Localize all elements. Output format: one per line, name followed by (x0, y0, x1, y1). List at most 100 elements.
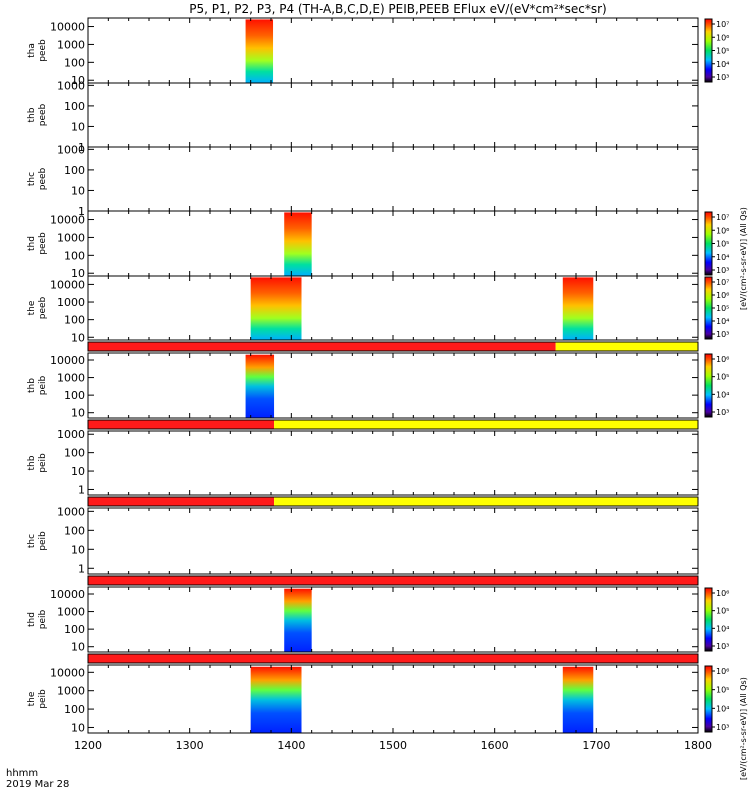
y-tick-label: 1000 (57, 143, 85, 156)
y-tick-label: 1000 (57, 606, 85, 619)
panel-frame-tha_peeb (87, 17, 699, 84)
panel-frame-thd_peeb (87, 210, 699, 277)
y-tick-label: 100 (64, 56, 85, 69)
y-tick-label: 10 (71, 331, 85, 344)
y-tick-label: 10 (71, 120, 85, 133)
y-tick-label: 10 (71, 74, 85, 87)
y-tick-label: 10000 (50, 214, 85, 227)
y-tick-label: 100 (64, 623, 85, 636)
y-tick-label: 1000 (57, 428, 85, 441)
y-tick-label: 1 (78, 205, 85, 218)
y-tick-label: 1000 (57, 372, 85, 385)
panel-frame-thb_peeb (87, 82, 699, 148)
panel-label-probe: thd (27, 236, 37, 251)
x-tick-label: 1300 (176, 739, 204, 752)
colorbar-label: 10⁷ (716, 213, 729, 222)
y-tick-label: 100 (64, 100, 85, 113)
colorbar-label: 10⁴ (716, 317, 729, 326)
y-tick-label: 1000 (57, 505, 85, 518)
y-tick-label: 10000 (50, 21, 85, 34)
flag-bar-segment-0-0 (88, 342, 556, 351)
spectrogram-block-the_peeb-1 (562, 277, 594, 340)
y-tick-label: 10 (71, 184, 85, 197)
flag-bar-frame (87, 419, 699, 430)
panel-frame-thb_peib (87, 352, 699, 419)
colorbar-label: 10⁶ (716, 589, 729, 598)
flag-bar-segment-0-1 (555, 342, 698, 351)
spectrogram-block-thd_peib-0 (284, 588, 312, 652)
colorbar-label: 10⁵ (716, 304, 729, 313)
panel-label-probe: thb (27, 107, 37, 122)
colorbar-label: 10⁵ (716, 47, 729, 56)
x-tick-label: 1200 (74, 739, 102, 752)
colorbar-thd_peeb (704, 211, 713, 276)
y-tick-label: 10 (71, 267, 85, 280)
spectrogram-block-tha_peeb-0 (245, 19, 274, 83)
colorbar-label: 10⁵ (716, 373, 729, 382)
panel-label-product: peib (38, 531, 48, 551)
x-axis-label-hhmm: hhmm (6, 768, 38, 779)
colorbar-label: 10⁶ (716, 355, 729, 364)
x-tick-label: 1700 (582, 739, 610, 752)
panel-frame-thd_peib (87, 586, 699, 653)
colorbar-label: 10⁶ (716, 33, 729, 42)
panel-label-probe: tha (27, 43, 37, 58)
spectrogram-block-thd_peeb-0 (284, 212, 312, 276)
colorbar-label: 10³ (716, 408, 729, 417)
colorbar-label: 10⁴ (716, 253, 729, 262)
x-tick-label: 1500 (379, 739, 407, 752)
y-tick-label: 100 (64, 447, 85, 460)
panel-label-product: peib (38, 609, 48, 629)
colorbar-label: 10⁶ (716, 226, 729, 235)
y-tick-label: 1000 (57, 685, 85, 698)
flag-bar-segment-3-0 (88, 576, 698, 585)
flag-bar-segment-2-0 (88, 497, 275, 506)
colorbar-label: 10³ (716, 642, 729, 651)
unit-label-top: [eV/(cm²-s-sr-eV)] (All Qs) (739, 207, 748, 310)
colorbar-label: 10⁶ (716, 291, 729, 300)
x-tick-label: 1600 (481, 739, 509, 752)
colorbar-label: 10⁷ (716, 20, 729, 29)
flag-bar-frame (87, 341, 699, 352)
colorbar-label: 10³ (716, 330, 729, 339)
flag-bar-segment-2-1 (274, 497, 698, 506)
y-tick-label: 100 (64, 164, 85, 177)
colorbar-label: 10⁴ (716, 704, 729, 713)
y-tick-label: 100 (64, 703, 85, 716)
y-tick-label: 10000 (50, 588, 85, 601)
panel-label-product: peeb (38, 232, 48, 255)
y-tick-label: 1000 (57, 79, 85, 92)
unit-label-bottom: [eV/(cm²-s-sr-eV)] (All Qs) (739, 677, 748, 780)
colorbar-label: 10³ (716, 266, 729, 275)
y-tick-label: 100 (64, 314, 85, 327)
panel-label-probe: the (27, 300, 37, 315)
panel-label-probe: thd (27, 612, 37, 627)
y-tick-label: 1 (78, 141, 85, 154)
colorbar-tha_peeb (704, 18, 713, 83)
colorbar-label: 10⁵ (716, 686, 729, 695)
y-tick-label: 100 (64, 524, 85, 537)
spectrogram-block-the_peeb-0 (250, 277, 302, 340)
panel-label-probe: thc (27, 534, 37, 548)
y-tick-label: 10 (71, 407, 85, 420)
panel-frame-the_peeb (87, 275, 699, 341)
panel-label-product: peeb (38, 167, 48, 190)
colorbar-label: 10⁶ (716, 667, 729, 676)
panel-label-probe: the (27, 691, 37, 706)
panel-label-product: peeb (38, 39, 48, 62)
y-tick-label: 10 (71, 543, 85, 556)
y-tick-label: 1 (78, 562, 85, 575)
y-tick-label: 10 (71, 721, 85, 734)
y-tick-label: 10000 (50, 354, 85, 367)
panel-frame-thc_peib (87, 507, 699, 575)
colorbar-the_peib (704, 665, 713, 733)
y-tick-label: 100 (64, 389, 85, 402)
spectrogram-block-the_peib-0 (250, 666, 302, 733)
flag-bar-frame (87, 496, 699, 507)
colorbar-label: 10³ (716, 73, 729, 82)
colorbar-label: 10⁵ (716, 240, 729, 249)
panel-label-probe: thc (27, 172, 37, 186)
panel-frame-the_peib (87, 664, 699, 734)
y-tick-label: 100 (64, 249, 85, 262)
panel-label-product: peib (38, 689, 48, 709)
